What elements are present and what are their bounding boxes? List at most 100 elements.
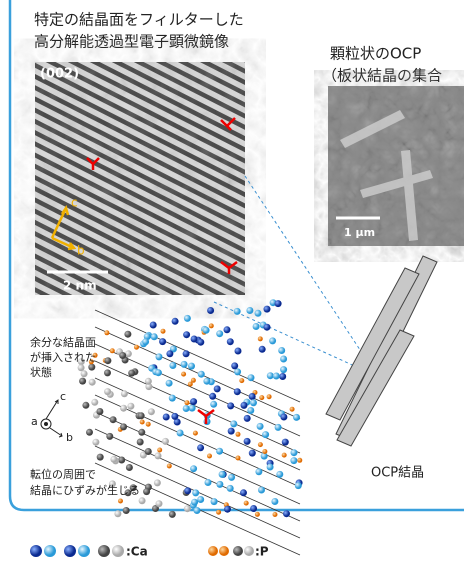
atom [77, 358, 85, 366]
atom [166, 350, 174, 358]
atom [197, 444, 205, 452]
atom [184, 400, 190, 406]
atom [248, 393, 256, 400]
tem-title: 高分解能透過型電子顕微鏡像 [34, 33, 229, 51]
atom [183, 314, 191, 322]
atom [234, 368, 242, 376]
legend-label: :P [255, 545, 269, 559]
atom [168, 394, 176, 402]
atom [155, 353, 163, 361]
atom [184, 487, 192, 495]
atom [240, 489, 247, 497]
atom [290, 457, 298, 465]
atom [77, 364, 85, 372]
atom [159, 338, 167, 346]
atom [109, 348, 115, 354]
atom [145, 421, 151, 427]
atom [119, 352, 127, 359]
atom [183, 505, 191, 513]
atom [233, 388, 241, 396]
lattice-line [94, 309, 301, 403]
atom [86, 428, 93, 436]
atom [129, 484, 137, 492]
lattice-line [94, 343, 301, 437]
atom [138, 428, 146, 436]
atom [255, 468, 263, 476]
sem-image: 1 μm [328, 86, 464, 246]
atom [203, 377, 211, 385]
atom [79, 377, 87, 385]
atom [289, 406, 295, 412]
atom [227, 427, 235, 435]
atom [145, 383, 153, 391]
connector [213, 175, 373, 375]
atom [263, 323, 271, 331]
lattice-line [94, 411, 301, 505]
axis-label: a [31, 415, 38, 428]
atom [252, 323, 260, 330]
atom [281, 438, 289, 446]
atom [233, 307, 241, 315]
atom [104, 388, 112, 396]
atom [88, 359, 94, 365]
atom [171, 317, 179, 325]
lattice-line [94, 394, 301, 488]
atom [92, 438, 100, 446]
atom [188, 404, 196, 412]
atom [96, 408, 104, 415]
atom [127, 402, 135, 410]
atom [258, 345, 266, 353]
atom [254, 309, 262, 317]
atom [216, 480, 224, 488]
atom [283, 510, 290, 518]
scale-label: 2 nm [63, 279, 97, 293]
atom [181, 371, 187, 377]
axis-label: c [71, 196, 78, 210]
atom [204, 479, 212, 486]
atom [134, 344, 139, 350]
atom [297, 457, 303, 463]
atom [124, 330, 132, 338]
model-note: 余分な結晶面 [30, 335, 96, 349]
atom [266, 394, 272, 400]
atom [248, 449, 256, 457]
atom [173, 418, 181, 426]
atom [280, 413, 288, 421]
atom [260, 452, 268, 460]
atom [160, 328, 166, 334]
atom [182, 350, 190, 358]
atom [293, 413, 300, 421]
model-note: 状態 [30, 365, 52, 379]
atom [91, 398, 99, 406]
atom [266, 463, 274, 471]
axis-label: b [66, 431, 73, 444]
atom [190, 398, 198, 406]
atom [169, 345, 177, 353]
atom [247, 407, 255, 414]
atom [263, 305, 271, 313]
atom [278, 347, 286, 354]
atom [96, 453, 104, 461]
atom [227, 402, 235, 410]
atom [118, 498, 123, 504]
atom [272, 372, 280, 380]
atom [192, 430, 198, 436]
atom [262, 449, 268, 454]
plane-label: (002) [40, 67, 79, 82]
atom [154, 369, 162, 377]
atom [124, 350, 132, 358]
atom [144, 377, 152, 385]
atom [142, 338, 150, 346]
atom [190, 465, 198, 473]
atom [143, 488, 151, 496]
atom [104, 330, 110, 336]
atom [258, 486, 265, 494]
atom [272, 512, 278, 517]
atom [210, 400, 218, 408]
atom [109, 416, 117, 424]
model-note: が挿入された [30, 350, 96, 364]
atom [187, 381, 193, 387]
atom [118, 456, 126, 464]
ocp-crystal [325, 255, 438, 447]
